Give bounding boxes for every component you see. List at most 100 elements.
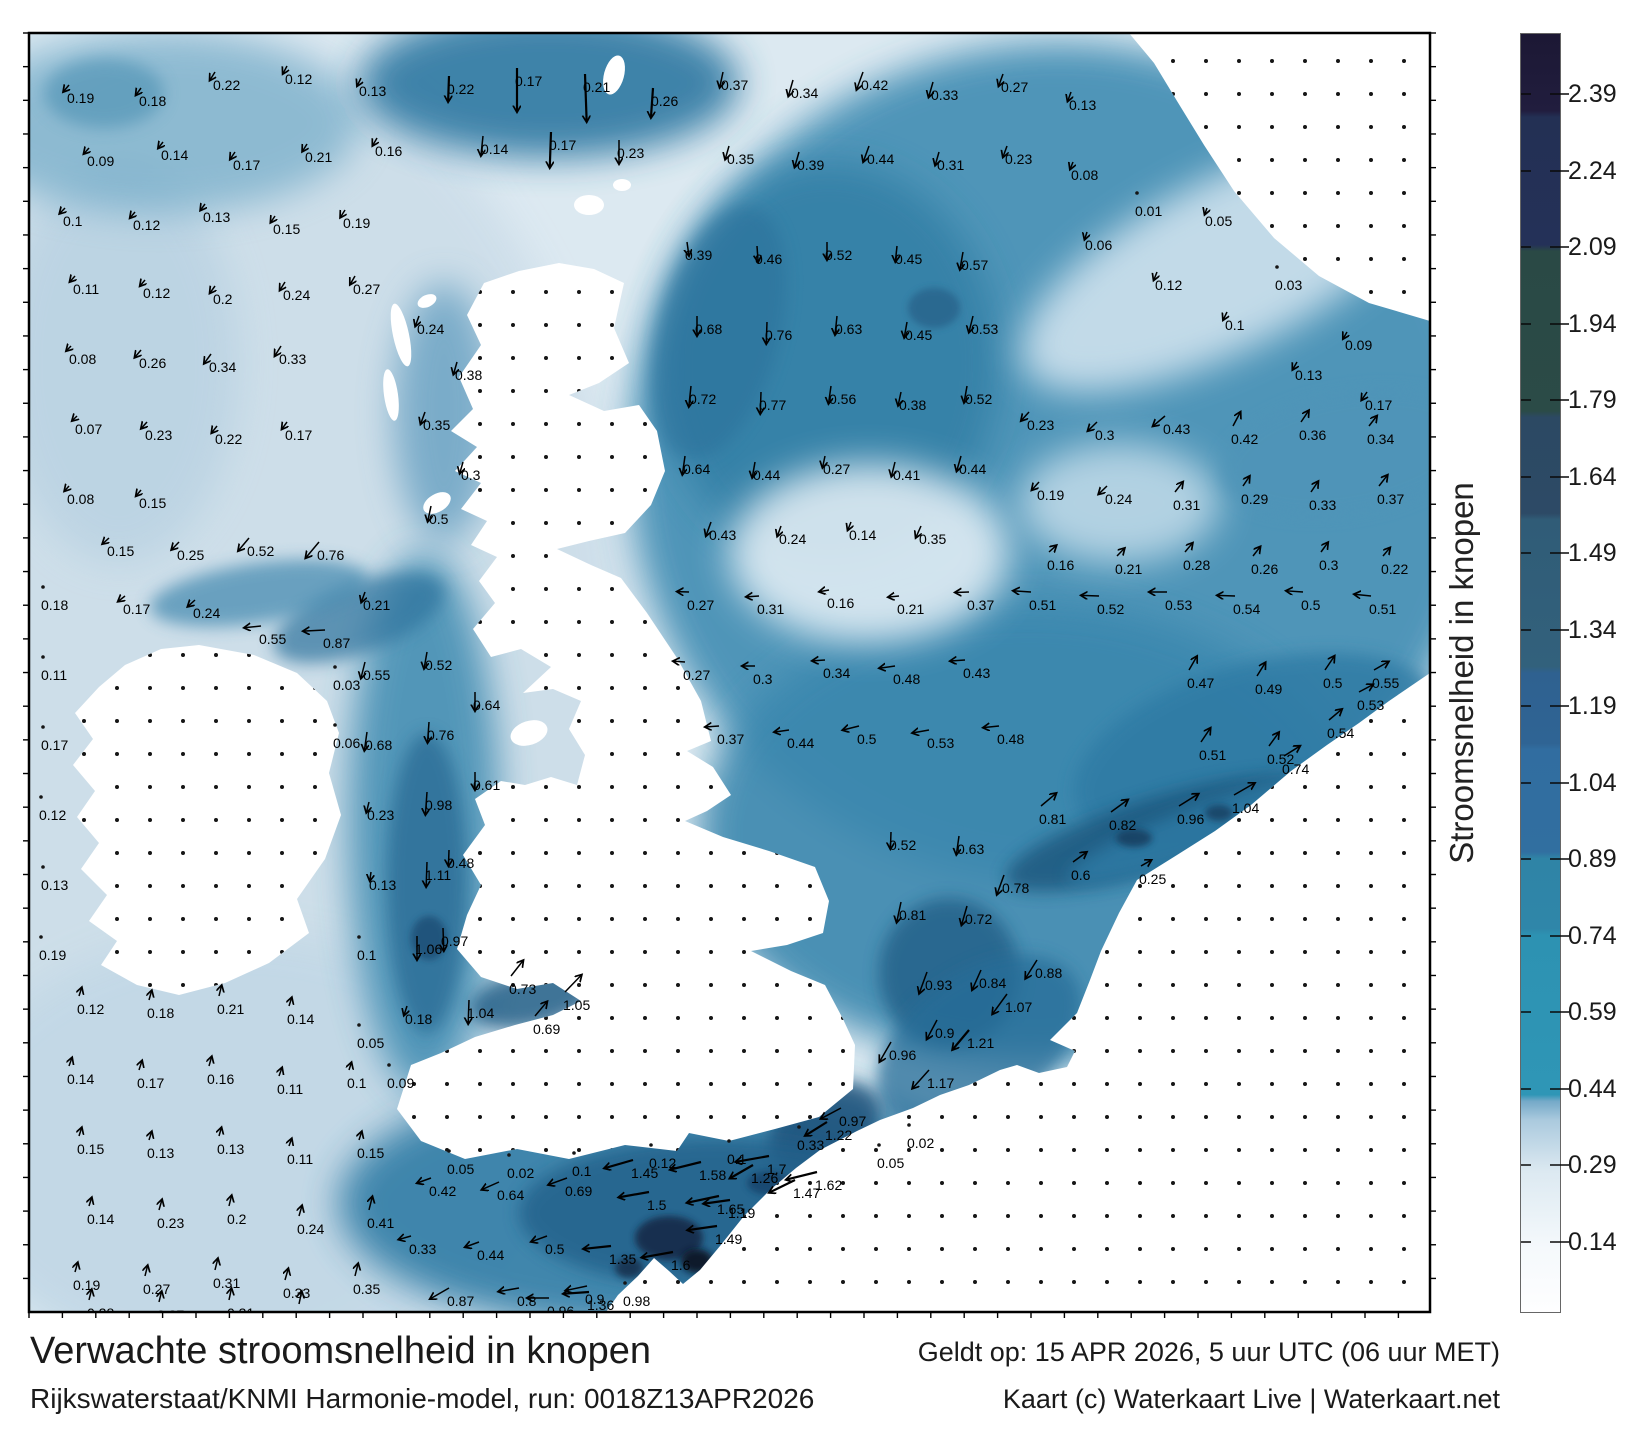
current-arrow [453,361,457,374]
current-value-label: 0.24 [779,531,806,547]
colorbar-tick-mark [1521,858,1531,861]
colorbar-tick-mark [1521,399,1531,402]
current-arrow [361,591,365,602]
current-arrow [786,1170,818,1180]
zero-current-dot [39,795,43,799]
current-arrow [102,538,109,544]
current-value-label: 1.5 [647,1197,667,1213]
current-value-label: 0.06 [1085,237,1112,253]
current-value-label: 0.34 [823,665,850,681]
current-arrow [1268,732,1279,747]
current-arrow [145,1265,148,1277]
current-value-label: 0.12 [77,1001,104,1017]
current-value-label: 0.18 [147,1005,174,1021]
current-value-label: 0.23 [1027,417,1054,433]
current-arrow [1098,485,1108,494]
colorbar-tick-label: 2.39 [1568,80,1617,109]
zero-current-dot [41,585,45,589]
colorbar-tick-label: 0.89 [1568,845,1617,874]
current-value-label: 0.07 [75,421,102,437]
current-arrow [219,1127,221,1137]
current-value-label: 0.34 [1367,431,1394,447]
current-arrow [481,135,483,156]
current-value-label: 0.52 [825,247,852,263]
current-arrow [583,1246,612,1249]
current-value-label: 0.31 [1173,497,1200,513]
current-arrow [204,353,212,364]
current-arrow [912,1069,930,1089]
zero-current-dot [877,1143,881,1147]
colorbar-tick-mark [1550,934,1569,937]
current-value-label: 0.84 [979,975,1006,991]
current-value-label: 0.17 [549,137,576,153]
current-arrow [238,537,250,551]
current-value-label: 0.17 [41,737,68,753]
zero-current-dot [507,1153,511,1157]
colorbar-tick-mark [1550,1164,1569,1167]
current-value-label: 0.24 [417,321,444,337]
current-arrow [757,245,758,262]
current-arrow [200,204,205,210]
colorbar-tick-label: 0.74 [1568,921,1617,950]
current-value-label: 0.27 [823,461,850,477]
current-arrow [210,286,215,293]
colorbar-tick-label: 0.44 [1568,1074,1617,1103]
current-arrow [821,1107,842,1119]
current-value-label: 0.27 [353,281,380,297]
colorbar-tick-mark [1550,858,1569,861]
current-arrow [1324,656,1335,671]
current-value-label: 0.18 [41,597,68,613]
colorbar-tick-mark [1521,628,1531,631]
current-value-label: 0.69 [533,1021,560,1037]
current-value-label: 0.23 [1005,151,1032,167]
colorbar-tick-label: 1.04 [1568,768,1617,797]
current-value-label: 0.96 [889,1047,916,1063]
current-arrow [641,1250,674,1258]
current-value-label: 0.33 [1309,497,1336,513]
current-arrow [730,1164,754,1179]
current-value-label: 0.44 [477,1247,504,1263]
current-arrow [706,521,711,536]
current-value-label: 0.43 [1163,421,1190,437]
colorbar-title-text: Stroomsnelheid in knopen [1443,482,1480,864]
current-arrow [299,1205,302,1217]
colorbar-tick-mark [1521,934,1531,937]
colorbar-tick-label: 1.34 [1568,615,1617,644]
current-value-label: 1.05 [563,997,590,1013]
colorbar-tick-mark [1521,169,1531,172]
current-value-label: 0.48 [447,855,474,871]
current-arrow [1068,91,1071,101]
current-value-label: 0.11 [41,667,67,683]
current-value-label: 0.02 [507,1165,534,1181]
current-value-label: 0.41 [893,467,920,483]
zero-current-dot [387,1063,391,1067]
current-value-label: 0.21 [363,597,390,613]
current-arrow [689,385,691,407]
current-arrow [969,315,973,332]
current-value-label: 0.63 [957,841,984,857]
current-value-label: 0.09 [87,153,114,169]
current-value-label: 0.05 [1205,213,1232,229]
current-value-label: 0.11 [287,1151,313,1167]
current-arrow [79,987,82,997]
current-value-label: 0.1 [357,947,377,963]
current-value-label: 0.47 [1187,675,1214,691]
current-arrow [848,521,851,530]
current-arrow [135,349,141,358]
colorbar-tick-mark [1550,399,1569,402]
colorbar-tick-mark [1550,246,1569,249]
current-value-label: 0.78 [1002,880,1029,896]
current-value-label: 0.34 [791,85,818,101]
current-arrow [999,73,1003,86]
current-arrow [720,71,723,88]
current-value-label: 1.62 [815,1177,842,1193]
current-arrow [888,596,900,597]
colorbar-tick-mark [1521,705,1531,708]
current-value-label: 0.43 [963,665,990,681]
current-arrow [373,137,378,146]
current-arrow [359,1131,362,1141]
colorbar-tick-mark [1521,552,1531,555]
current-value-label: 0.87 [447,1293,474,1309]
current-value-label: 0.36 [1299,427,1326,443]
current-value-label: 0.08 [67,491,94,507]
